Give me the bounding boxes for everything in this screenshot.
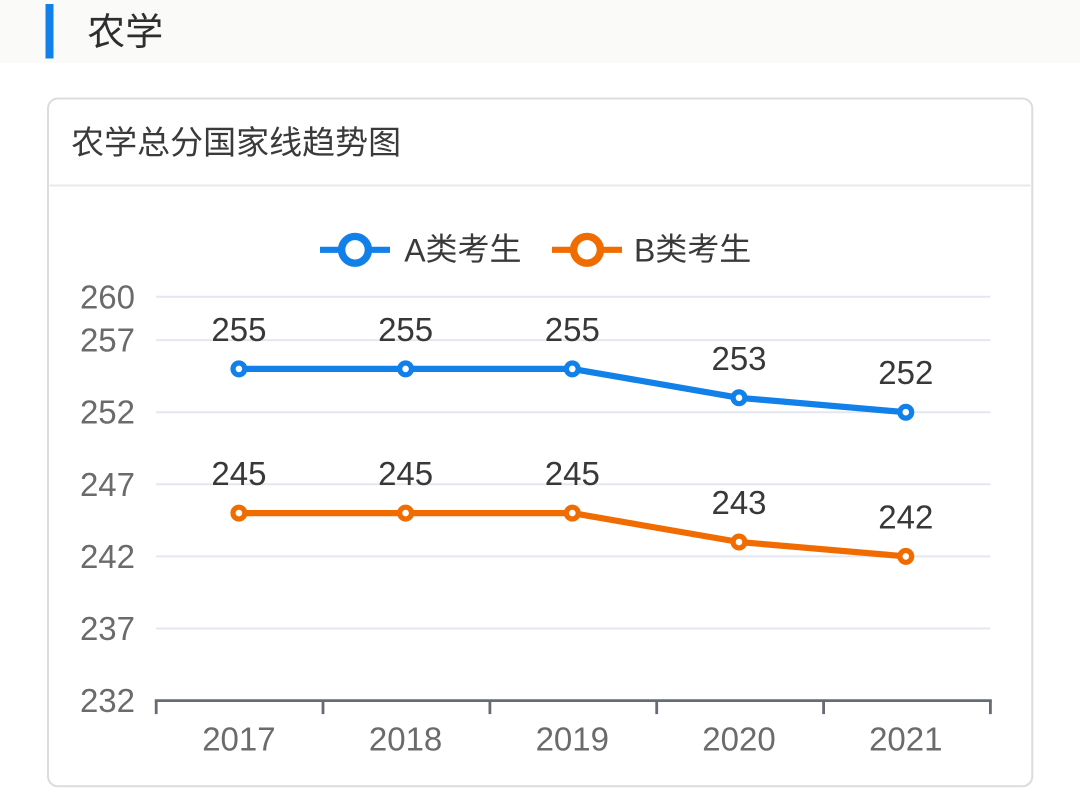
svg-text:245: 245 bbox=[211, 455, 266, 492]
svg-text:255: 255 bbox=[211, 311, 266, 348]
svg-text:253: 253 bbox=[711, 340, 766, 377]
svg-text:252: 252 bbox=[80, 394, 135, 431]
svg-text:237: 237 bbox=[80, 610, 135, 647]
svg-text:2020: 2020 bbox=[702, 720, 775, 757]
svg-text:232: 232 bbox=[80, 682, 135, 719]
svg-text:B: B bbox=[634, 232, 655, 268]
svg-text:2021: 2021 bbox=[869, 720, 942, 757]
svg-text:260: 260 bbox=[80, 278, 135, 315]
svg-text:245: 245 bbox=[378, 455, 433, 492]
svg-text:255: 255 bbox=[545, 311, 600, 348]
svg-text:245: 245 bbox=[545, 455, 600, 492]
svg-text:242: 242 bbox=[80, 538, 135, 575]
svg-text:257: 257 bbox=[80, 322, 135, 359]
svg-text:2019: 2019 bbox=[536, 720, 609, 757]
svg-text:2018: 2018 bbox=[369, 720, 442, 757]
svg-text:242: 242 bbox=[878, 498, 933, 535]
svg-text:A: A bbox=[404, 232, 426, 268]
svg-text:255: 255 bbox=[378, 311, 433, 348]
svg-text:243: 243 bbox=[711, 484, 766, 521]
svg-text:2017: 2017 bbox=[202, 720, 275, 757]
svg-text:247: 247 bbox=[80, 466, 135, 503]
svg-text:252: 252 bbox=[878, 354, 933, 391]
